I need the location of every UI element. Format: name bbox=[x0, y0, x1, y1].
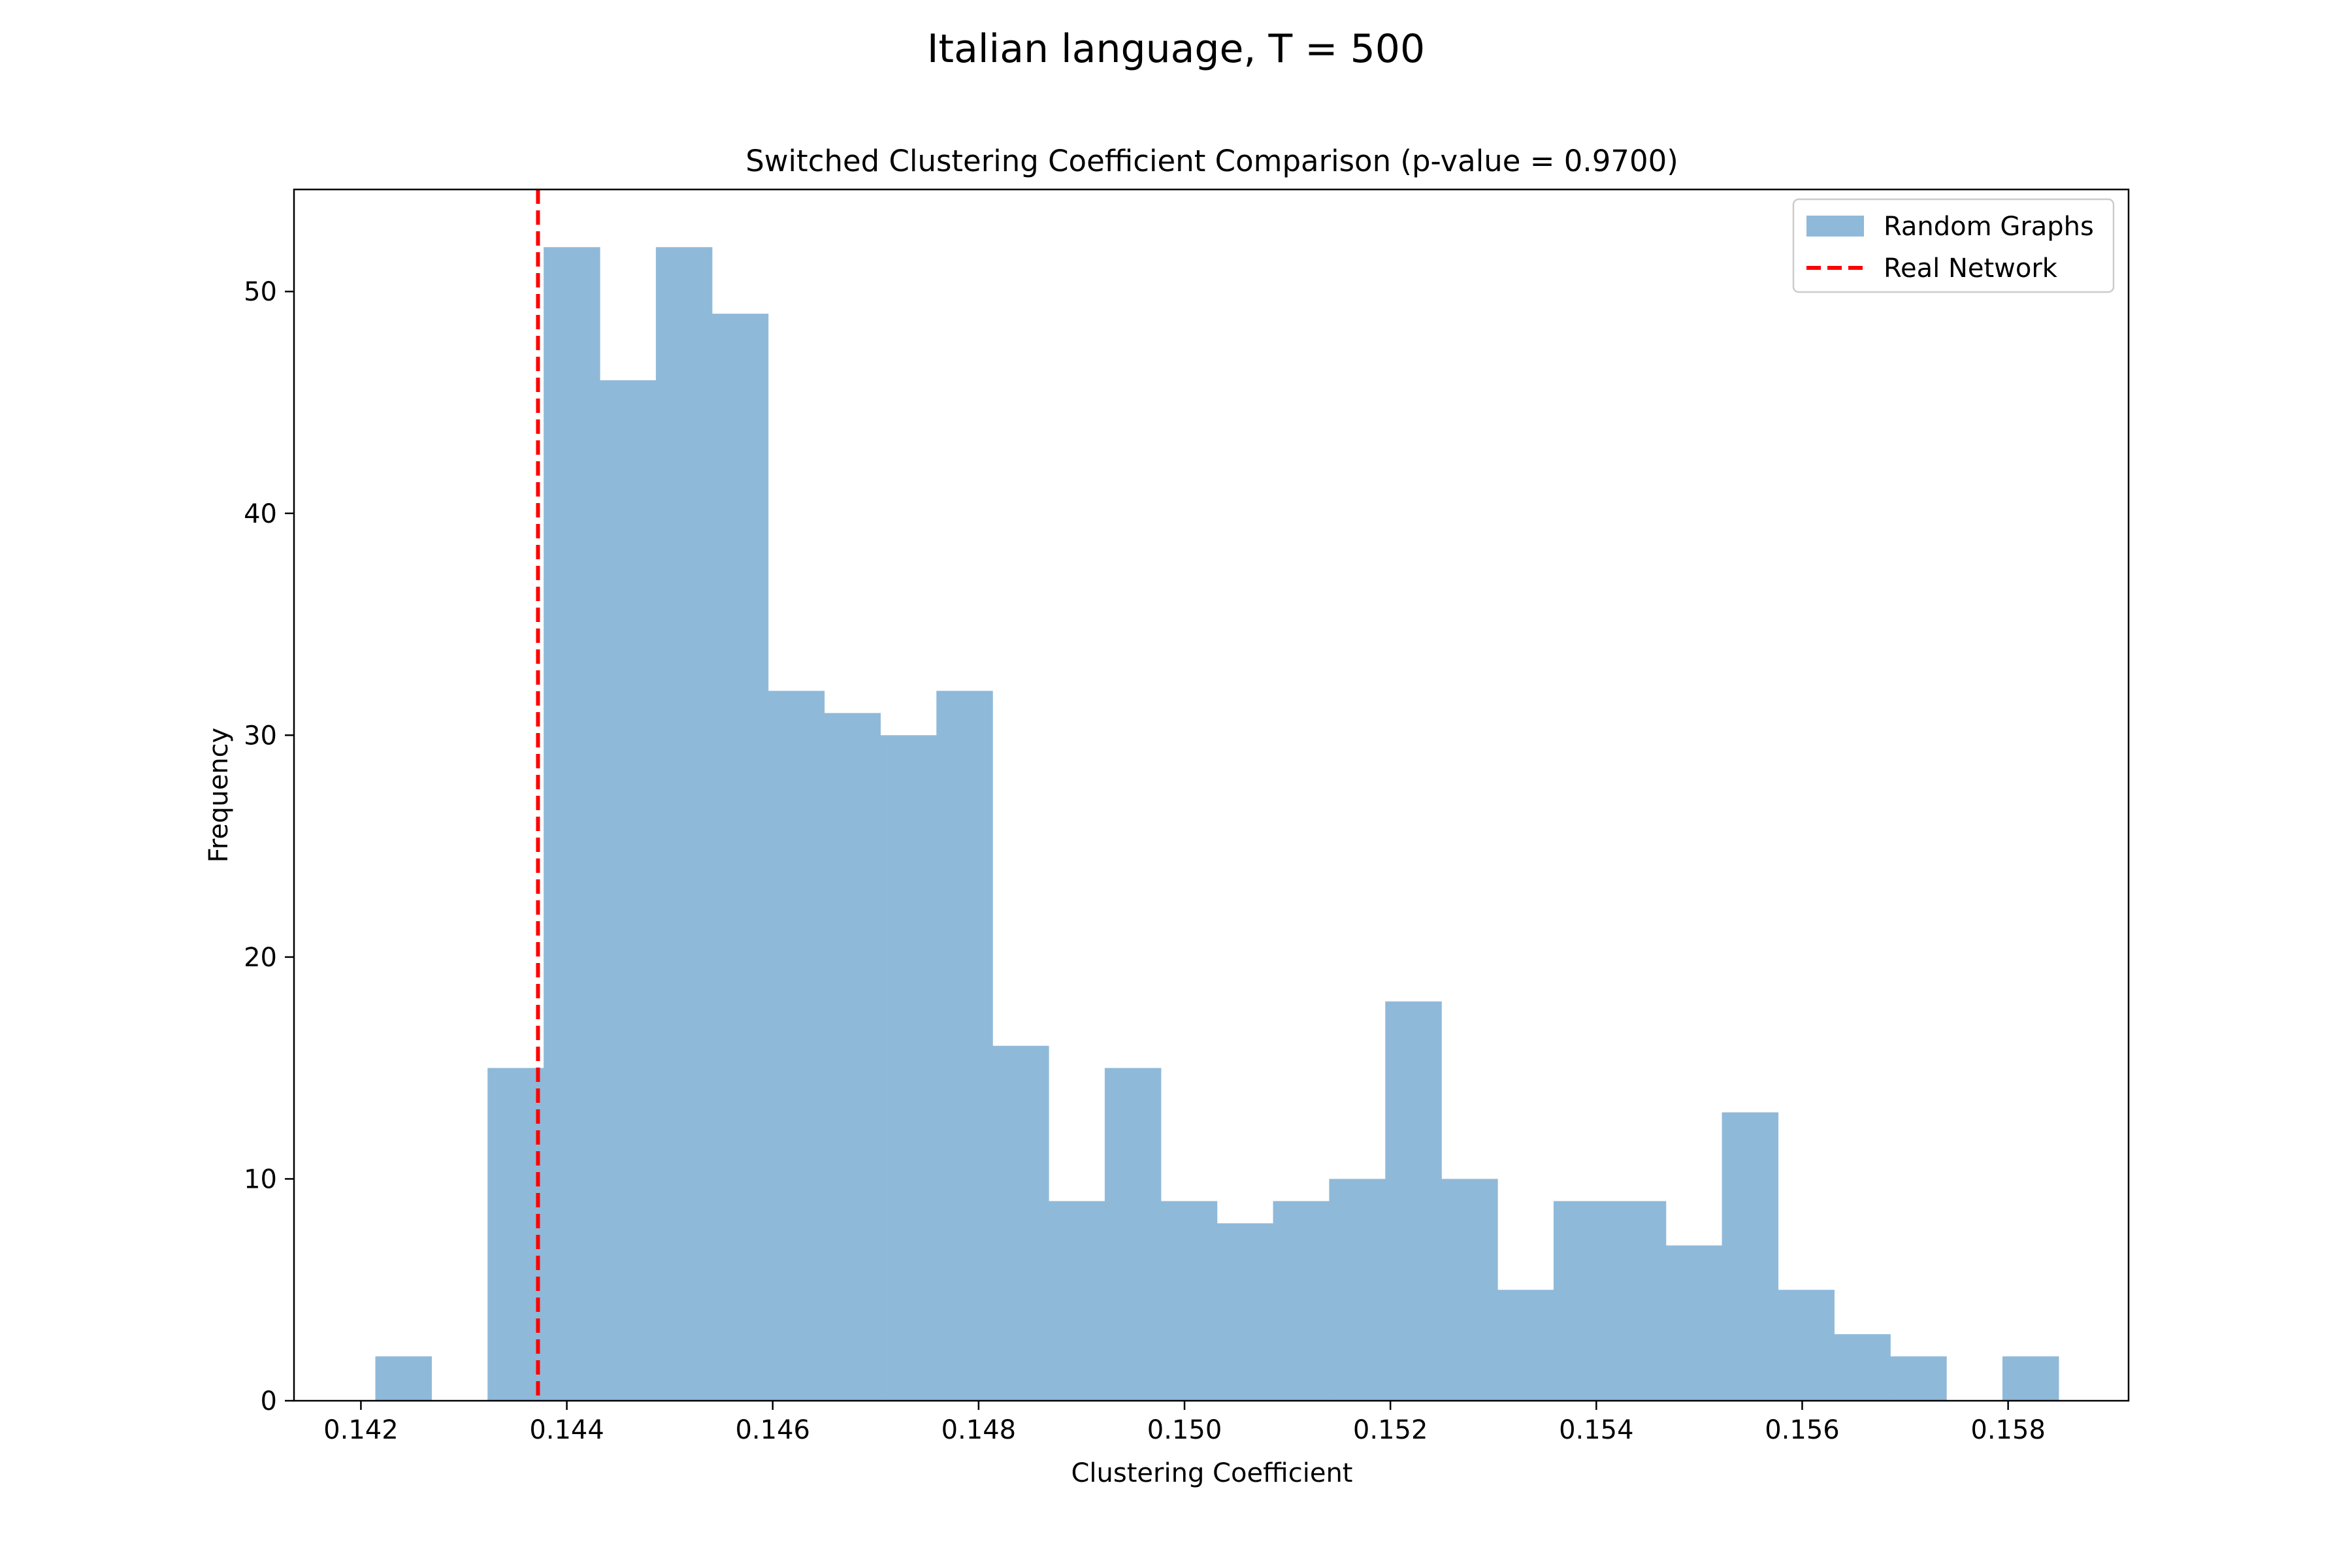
x-tick-label: 0.152 bbox=[1353, 1415, 1428, 1445]
histogram-bar-8 bbox=[824, 713, 881, 1401]
histogram-bar-29 bbox=[2002, 1356, 2059, 1401]
y-tick-label: 40 bbox=[244, 499, 277, 529]
legend-label-real-network: Real Network bbox=[1884, 253, 2058, 284]
x-tick-label: 0.144 bbox=[529, 1415, 604, 1445]
histogram-bar-6 bbox=[711, 314, 769, 1401]
histogram-bar-18 bbox=[1385, 1001, 1442, 1401]
histogram-bar-0 bbox=[375, 1356, 432, 1401]
histogram-bar-2 bbox=[487, 1068, 544, 1401]
histogram-bar-9 bbox=[880, 735, 937, 1401]
histogram-bar-14 bbox=[1160, 1201, 1218, 1401]
histogram-bar-22 bbox=[1609, 1201, 1667, 1401]
histogram-bar-5 bbox=[655, 247, 713, 1401]
x-axis-ticks: 0.142 0.144 0.146 0.148 0.150 0.152 0.154 0.156… bbox=[323, 1401, 2046, 1445]
x-tick-label: 0.154 bbox=[1559, 1415, 1634, 1445]
histogram-bars bbox=[375, 247, 2059, 1401]
legend-swatch-random-graphs bbox=[1806, 216, 1864, 237]
legend-label-random-graphs: Random Graphs bbox=[1884, 212, 2094, 242]
legend: Random Graphs Real Network bbox=[1792, 198, 2115, 293]
y-axis-ticks: 0 10 20 30 40 50 bbox=[244, 277, 294, 1416]
x-tick-label: 0.146 bbox=[735, 1415, 810, 1445]
histogram-bar-4 bbox=[600, 380, 657, 1401]
histogram-bar-13 bbox=[1104, 1068, 1162, 1401]
x-axis-label: Clustering Coefficient bbox=[1071, 1458, 1353, 1488]
y-tick-label: 0 bbox=[261, 1386, 277, 1416]
histogram-bar-3 bbox=[544, 247, 600, 1401]
x-tick-label: 0.142 bbox=[323, 1415, 399, 1445]
histogram-bar-27 bbox=[1890, 1356, 1947, 1401]
histogram-bar-12 bbox=[1049, 1201, 1105, 1401]
histogram-bar-25 bbox=[1778, 1290, 1835, 1401]
chart-title: Switched Clustering Coefficient Comparis… bbox=[745, 144, 1678, 178]
histogram-bar-21 bbox=[1553, 1201, 1610, 1401]
x-tick-label: 0.148 bbox=[941, 1415, 1017, 1445]
histogram-bar-23 bbox=[1665, 1245, 1723, 1401]
x-tick-label: 0.150 bbox=[1147, 1415, 1222, 1445]
histogram-bar-11 bbox=[992, 1045, 1049, 1401]
legend-box bbox=[1792, 198, 2115, 293]
histogram-bar-26 bbox=[1834, 1334, 1891, 1401]
histogram-bar-19 bbox=[1441, 1179, 1498, 1401]
x-tick-label: 0.158 bbox=[1970, 1415, 2046, 1445]
histogram-bar-16 bbox=[1273, 1201, 1330, 1401]
y-tick-label: 10 bbox=[244, 1164, 277, 1194]
x-tick-label: 0.156 bbox=[1765, 1415, 1840, 1445]
histogram-bar-10 bbox=[936, 691, 993, 1401]
y-tick-label: 50 bbox=[244, 277, 277, 307]
histogram-bar-17 bbox=[1329, 1179, 1386, 1401]
figure-suptitle: Italian language, T = 500 bbox=[927, 26, 1425, 72]
histogram-bar-15 bbox=[1217, 1223, 1274, 1401]
histogram-bar-20 bbox=[1497, 1290, 1554, 1401]
plot-frame bbox=[293, 188, 2130, 1402]
histogram-bar-7 bbox=[768, 691, 825, 1401]
y-tick-label: 30 bbox=[244, 721, 277, 751]
histogram-bar-24 bbox=[1722, 1112, 1779, 1401]
y-axis-label: Frequency bbox=[204, 728, 234, 863]
y-tick-label: 20 bbox=[244, 943, 277, 973]
